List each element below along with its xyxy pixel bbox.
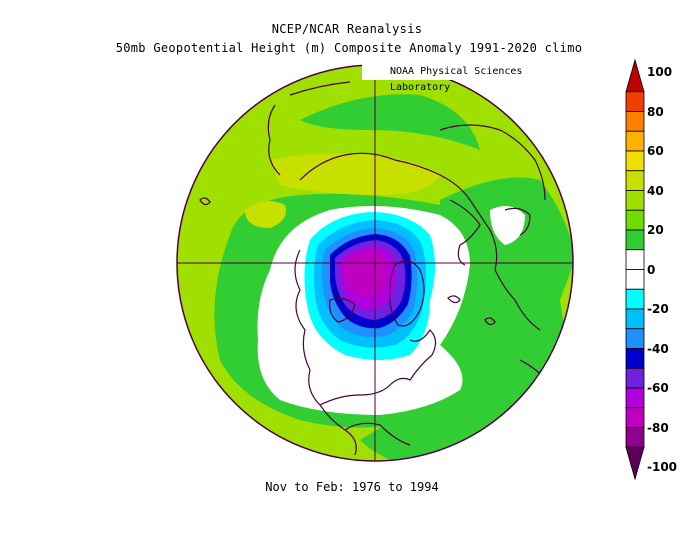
coastlines bbox=[199, 81, 558, 456]
colorbar-bin bbox=[625, 150, 645, 172]
colorbar-tick-label: -20 bbox=[647, 302, 669, 316]
colorbar-tick-label: 80 bbox=[647, 104, 664, 119]
colorbar-tick-label: 20 bbox=[647, 223, 664, 237]
colorbar-tick-label: -40 bbox=[647, 341, 669, 356]
colorbar-bins bbox=[625, 58, 645, 481]
colorbar-bin bbox=[625, 249, 645, 270]
colorbar-bin bbox=[625, 209, 645, 231]
colorbar-bin bbox=[625, 446, 645, 481]
colorbar-bin bbox=[625, 348, 645, 369]
colorbar-bin bbox=[625, 91, 645, 112]
colorbar-tick-label: 100 bbox=[647, 65, 673, 79]
footer-period: Nov to Feb: 1976 to 1994 bbox=[265, 480, 439, 494]
colorbar bbox=[625, 58, 645, 481]
colorbar-bin bbox=[625, 170, 645, 191]
colorbar-tick-label: -60 bbox=[647, 381, 669, 395]
colorbar-tick-label: 0 bbox=[647, 262, 656, 277]
colorbar-tick-label: 40 bbox=[647, 183, 664, 198]
colorbar-bin bbox=[625, 427, 645, 448]
colorbar-bin bbox=[625, 269, 645, 290]
colorbar-bin bbox=[625, 308, 645, 330]
colorbar-tick-label: 60 bbox=[647, 144, 664, 158]
title-line-1: NCEP/NCAR Reanalysis bbox=[271, 22, 423, 36]
colorbar-bin bbox=[625, 367, 645, 389]
colorbar-bin bbox=[625, 58, 645, 93]
colorbar-bin bbox=[625, 288, 645, 310]
colorbar-tick-label: -100 bbox=[647, 460, 678, 474]
colorbar-bin bbox=[625, 190, 645, 211]
colorbar-bin bbox=[625, 407, 645, 428]
colorbar-bin bbox=[625, 328, 645, 349]
colorbar-bin bbox=[625, 130, 645, 152]
anomaly-field bbox=[177, 65, 573, 461]
grid-lines bbox=[177, 65, 573, 461]
colorbar-tick-label: -80 bbox=[647, 420, 669, 435]
colorbar-bin bbox=[625, 111, 645, 132]
credit-label: NOAA Physical Sciences Laboratory bbox=[362, 64, 575, 93]
colorbar-bin bbox=[625, 229, 645, 251]
title-line-2: 50mb Geopotential Height (m) Composite A… bbox=[115, 41, 583, 55]
colorbar-bin bbox=[625, 387, 645, 409]
